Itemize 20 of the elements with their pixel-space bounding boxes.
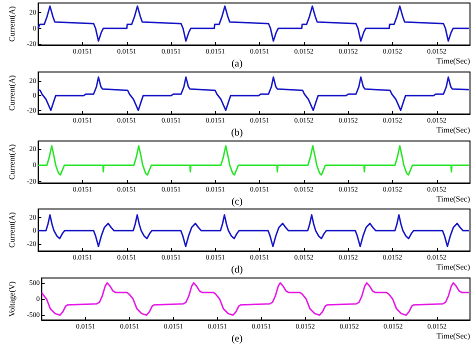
x-axis-title: Time(Sec) <box>436 194 470 204</box>
y-axis-title: Current(A) <box>8 74 16 111</box>
line-series <box>37 5 470 42</box>
line-series <box>37 144 470 176</box>
line-series <box>40 282 470 316</box>
x-axis-title: Time(Sec) <box>436 332 470 341</box>
x-axis-title: Time(Sec) <box>436 125 470 134</box>
y-axis-title: Current(A) <box>8 212 16 248</box>
x-axis-title: Time(Sec) <box>436 56 470 66</box>
y-axis-title: Current(A) <box>8 6 16 42</box>
text: (b) <box>231 127 243 138</box>
text: (e) <box>231 334 243 344</box>
line-series <box>37 214 470 248</box>
y-axis-title: Voltage(V) <box>8 281 16 317</box>
x-axis-title: Time(Sec) <box>436 262 470 272</box>
text: (d) <box>231 264 243 276</box>
y-axis-title: Current(A) <box>8 143 16 180</box>
text: (a) <box>231 58 243 70</box>
text: (c) <box>231 196 243 208</box>
line-series <box>37 76 470 111</box>
